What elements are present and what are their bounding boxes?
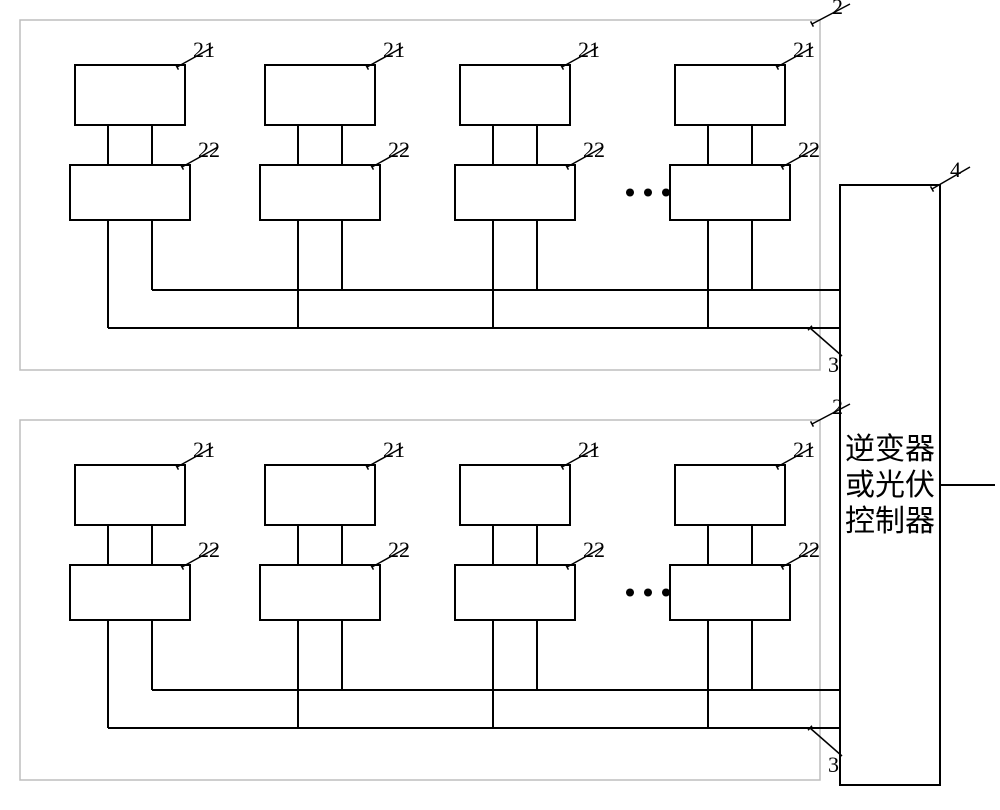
svg-text:4: 4 <box>950 157 961 182</box>
svg-text:控制器: 控制器 <box>845 505 935 538</box>
svg-text:22: 22 <box>798 137 820 162</box>
svg-text:21: 21 <box>193 37 215 62</box>
svg-text:3: 3 <box>828 752 839 777</box>
svg-text:22: 22 <box>198 137 220 162</box>
svg-text:或光伏: 或光伏 <box>845 469 935 502</box>
svg-text:22: 22 <box>388 137 410 162</box>
svg-text:21: 21 <box>793 37 815 62</box>
svg-text:22: 22 <box>198 537 220 562</box>
svg-text:22: 22 <box>798 537 820 562</box>
svg-text:21: 21 <box>193 437 215 462</box>
svg-text:21: 21 <box>793 437 815 462</box>
svg-text:22: 22 <box>388 537 410 562</box>
svg-text:2: 2 <box>832 394 843 419</box>
svg-text:2: 2 <box>832 0 843 19</box>
svg-text:21: 21 <box>578 437 600 462</box>
svg-text:21: 21 <box>383 37 405 62</box>
svg-text:21: 21 <box>383 437 405 462</box>
block-diagram: 2 21 22 21 22 21 22 21 22 3 2 21 22 21 22 21 22 21 22 3 4 逆变器… <box>0 0 1000 810</box>
svg-text:22: 22 <box>583 137 605 162</box>
svg-text:3: 3 <box>828 352 839 377</box>
svg-text:逆变器: 逆变器 <box>845 433 935 466</box>
svg-text:22: 22 <box>583 537 605 562</box>
svg-text:21: 21 <box>578 37 600 62</box>
